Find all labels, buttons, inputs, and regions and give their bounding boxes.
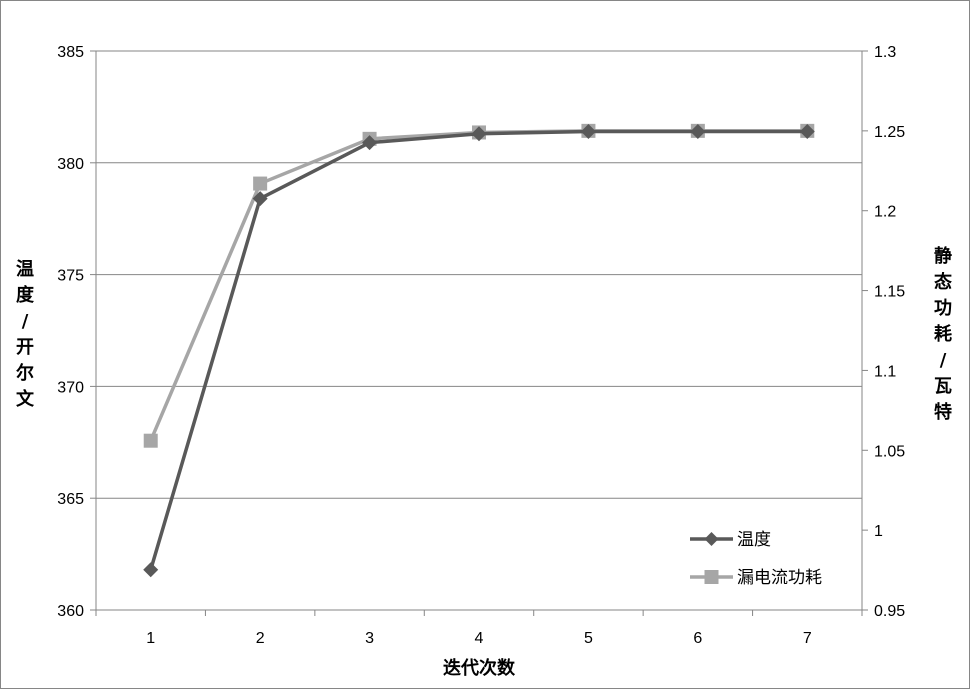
- series-layer: [143, 123, 815, 578]
- axis-title-char: 开: [16, 337, 34, 358]
- right-tick-label: 1.3: [874, 44, 896, 61]
- right-tick-label: 1.15: [874, 284, 905, 301]
- axis-title-char: 度: [16, 284, 35, 306]
- x-tick-label: 4: [475, 630, 484, 647]
- right-tick-label: 0.95: [874, 603, 905, 620]
- axis-title-char: 瓦: [934, 376, 952, 397]
- data-point-diamond: [580, 123, 596, 139]
- axis-title-char: 尔: [16, 362, 34, 384]
- data-point-square: [253, 176, 268, 191]
- axis-title-char: 态: [934, 271, 952, 293]
- x-axis-title: 迭代次数: [443, 657, 516, 679]
- legend-label: 温度: [737, 530, 771, 550]
- x-tick-label: 2: [256, 630, 265, 647]
- right-tick-label: 1.05: [874, 443, 905, 460]
- left-tick-label: 365: [57, 491, 84, 508]
- left-tick-label: 360: [57, 603, 84, 620]
- axis-title-char: /: [940, 350, 947, 371]
- data-point-square: [143, 433, 158, 448]
- data-point-diamond: [143, 562, 159, 578]
- legend-marker-diamond: [704, 532, 719, 546]
- legend-label: 漏电流功耗: [737, 568, 822, 588]
- data-point-diamond: [799, 123, 815, 139]
- axes: 3603653703753803850.9511.051.11.151.21.2…: [57, 44, 905, 647]
- data-point-diamond: [362, 135, 378, 151]
- axis-title-char: 文: [16, 388, 35, 410]
- data-point-diamond: [690, 123, 706, 139]
- axis-title-char: 静: [934, 245, 952, 267]
- left-tick-label: 380: [57, 156, 84, 173]
- x-tick-label: 1: [146, 630, 155, 647]
- legend-marker-square: [704, 570, 719, 584]
- series-line: [149, 129, 808, 442]
- axis-title-char: /: [22, 311, 29, 332]
- x-tick-label: 7: [803, 630, 812, 647]
- right-tick-label: 1.2: [874, 204, 896, 221]
- axis-title-char: 温: [16, 259, 34, 280]
- data-point-diamond: [252, 191, 268, 207]
- left-axis-title: 温度 / 开尔文: [16, 259, 35, 410]
- x-tick-label: 3: [365, 630, 374, 647]
- right-tick-label: 1.1: [874, 363, 896, 380]
- right-tick-label: 1.25: [874, 124, 905, 141]
- axis-title-char: 功: [934, 298, 952, 319]
- axis-title-char: 耗: [934, 323, 952, 345]
- left-tick-label: 370: [57, 379, 84, 396]
- x-tick-label: 5: [584, 630, 593, 647]
- left-tick-label: 375: [57, 268, 84, 285]
- left-tick-label: 385: [57, 44, 84, 61]
- x-tick-label: 6: [693, 630, 702, 647]
- data-point-diamond: [471, 126, 487, 142]
- right-tick-label: 1: [874, 523, 883, 540]
- series-line: [149, 129, 808, 571]
- axis-title-char: 特: [934, 401, 952, 423]
